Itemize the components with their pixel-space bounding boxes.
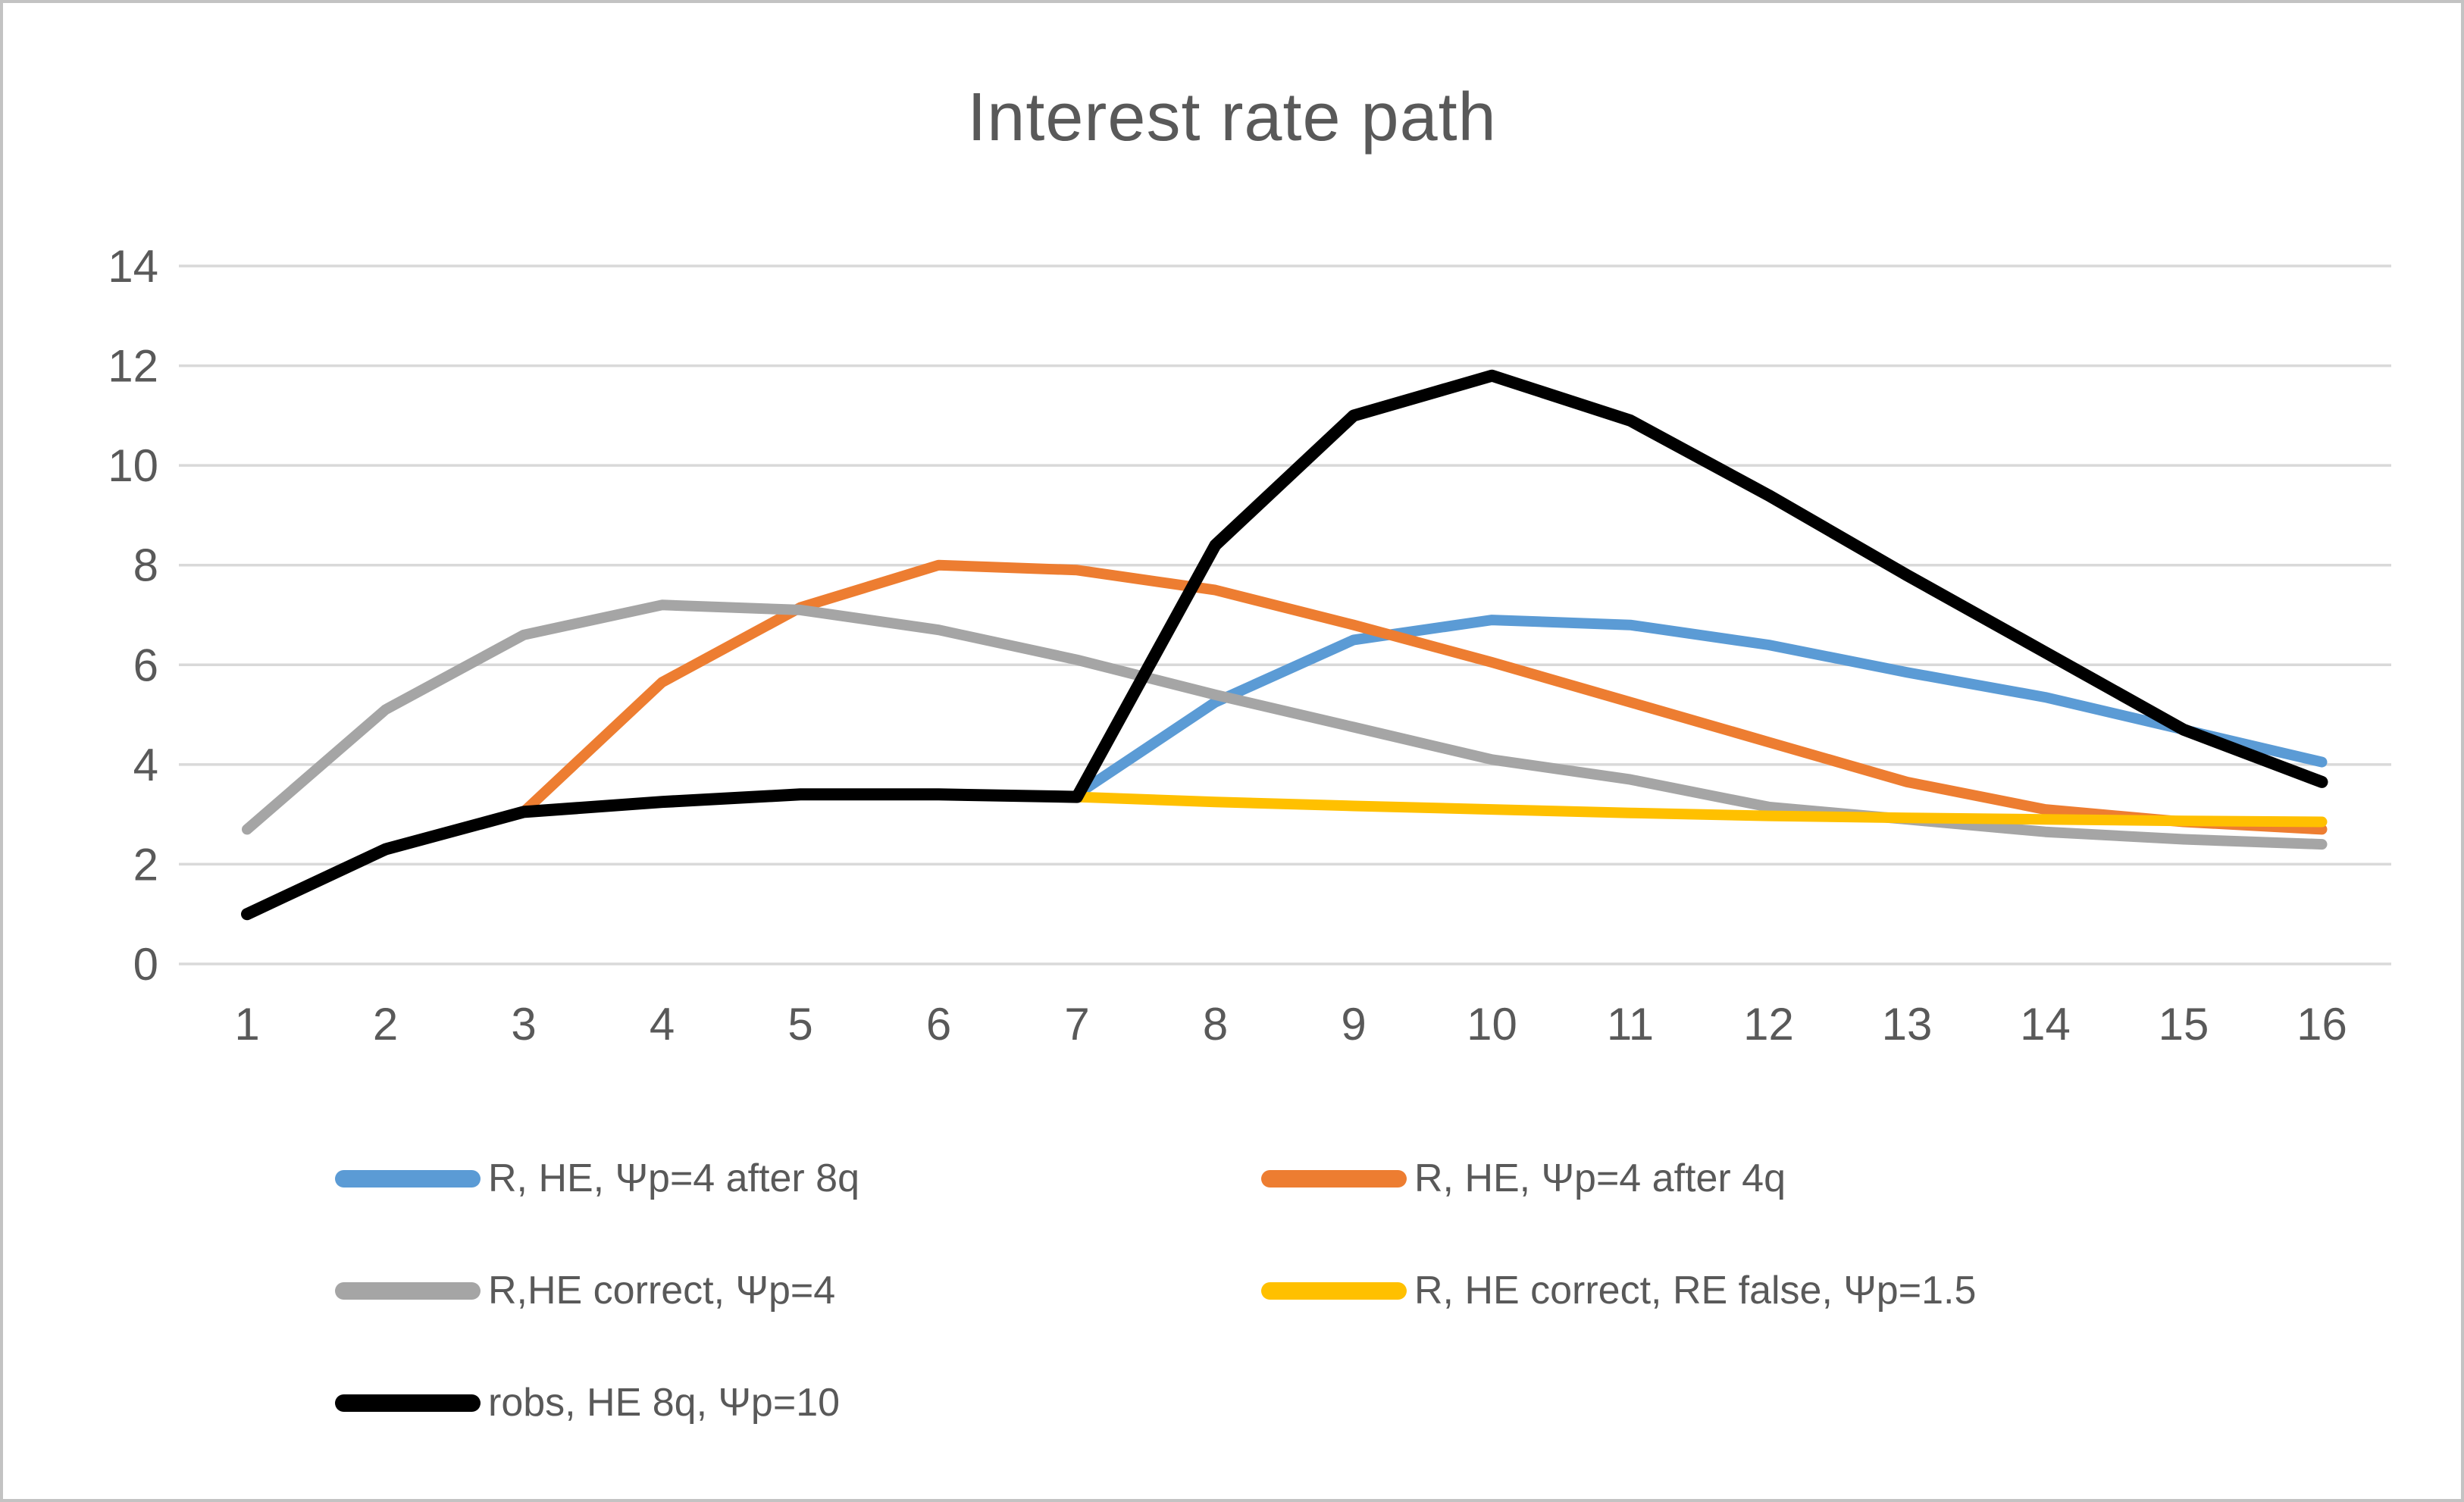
x-tick-label: 1	[234, 999, 259, 1050]
y-tick-label: 0	[133, 939, 158, 990]
y-tick-label: 14	[108, 241, 158, 292]
x-tick-label: 12	[1743, 999, 1794, 1050]
y-tick-label: 12	[108, 341, 158, 392]
x-tick-label: 13	[1882, 999, 1933, 1050]
x-tick-label: 8	[1203, 999, 1228, 1050]
x-tick-label: 5	[787, 999, 812, 1050]
series-line-2	[242, 599, 2328, 850]
series-line-4	[241, 369, 2328, 921]
x-tick-label: 7	[1064, 999, 1089, 1050]
y-tick-label: 6	[133, 640, 158, 690]
x-tick-label: 14	[2020, 999, 2071, 1050]
y-tick-label: 8	[133, 540, 158, 591]
x-tick-label: 11	[1607, 999, 1654, 1050]
y-tick-label: 2	[133, 839, 158, 890]
chart-title: Interest rate path	[967, 80, 1497, 155]
x-tick-label: 3	[511, 999, 536, 1050]
y-tick-label: 4	[133, 740, 158, 790]
x-tick-label: 2	[373, 999, 398, 1050]
series-line-0	[1072, 615, 2328, 800]
x-tick-label: 4	[650, 999, 675, 1050]
y-tick-label: 10	[108, 440, 158, 491]
series-line-3	[1072, 791, 2328, 828]
x-tick-label: 15	[2159, 999, 2209, 1050]
x-tick-label: 9	[1341, 999, 1366, 1050]
x-tick-label: 16	[2296, 999, 2347, 1050]
series-line-1	[518, 559, 2328, 835]
x-tick-label: 10	[1467, 999, 1517, 1050]
x-tick-label: 6	[926, 999, 951, 1050]
